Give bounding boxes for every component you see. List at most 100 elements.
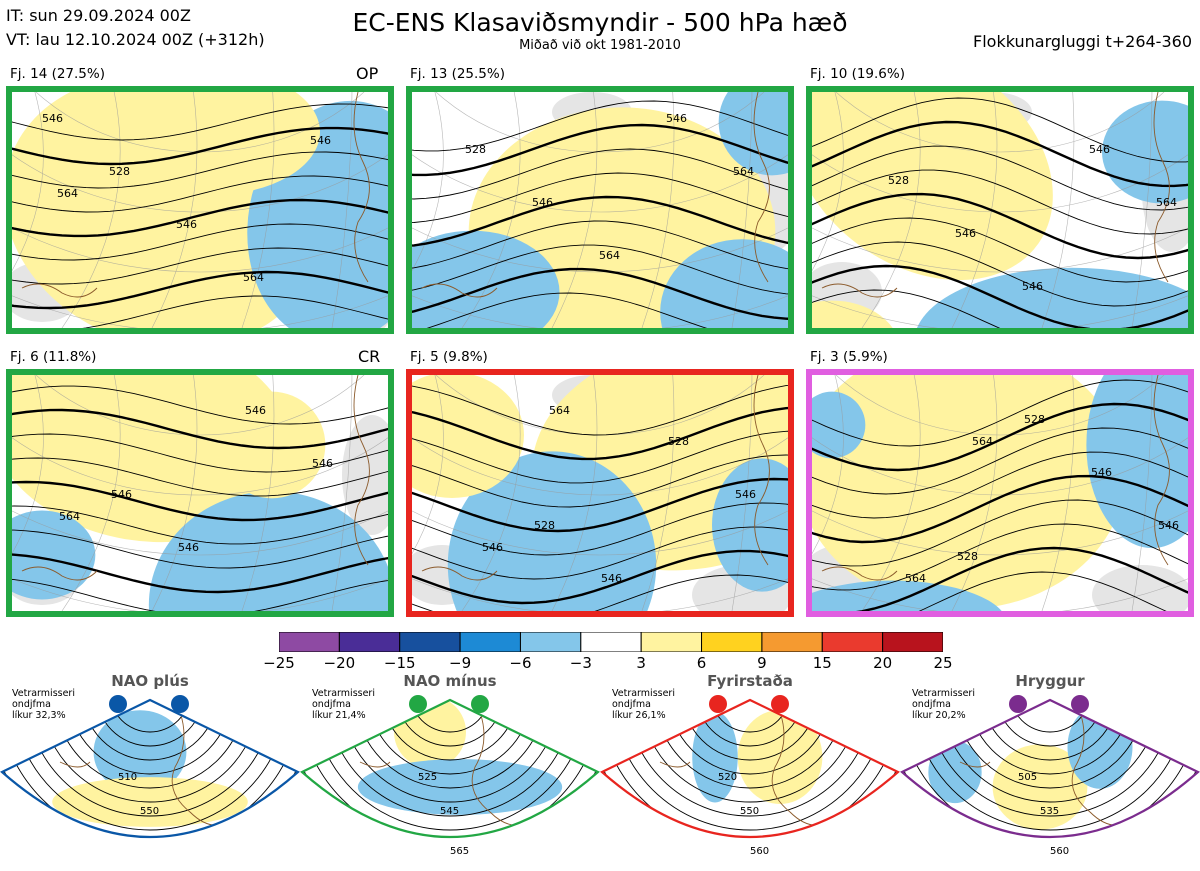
panel-label: Fj. 10 (19.6%)	[810, 66, 905, 82]
panel-label: Fj. 6 (11.8%)	[10, 349, 97, 365]
regime-contour-label: 520	[718, 772, 737, 783]
regime-marker	[171, 695, 189, 713]
contour-label: 528	[465, 143, 486, 156]
regime-title: Fyrirstaða	[707, 672, 793, 690]
colorbar-segment	[338, 632, 401, 652]
colorbar-segment	[640, 632, 703, 652]
contour-label: 528	[1024, 413, 1045, 426]
colorbar-tick: 20	[873, 654, 893, 672]
regime-contour-label: 550	[740, 806, 759, 817]
contour-label: 564	[549, 404, 570, 417]
cluster-map: 528 528 546 546 564 564	[806, 369, 1194, 617]
contour-label: 564	[599, 249, 620, 262]
contour-label: 546	[111, 488, 132, 501]
cluster-map: 528 546 546 546 564	[806, 86, 1194, 334]
panel-label: Fj. 3 (5.9%)	[810, 349, 888, 365]
cluster-map: 546 528 546 564 546 564	[6, 86, 394, 334]
contour-label: 546	[1089, 143, 1110, 156]
regime-contour-label: 560	[750, 846, 769, 857]
chart-subtitle: Miðað við okt 1981-2010	[519, 38, 681, 53]
contour-label: 528	[668, 435, 689, 448]
contour-label: 546	[666, 112, 687, 125]
contour-label: 546	[955, 227, 976, 240]
regime-contour-label: 550	[140, 806, 159, 817]
contour-label: 564	[905, 572, 926, 585]
regime-title: Hryggur	[1015, 672, 1085, 690]
regime-contour-label: 535	[1040, 806, 1059, 817]
contour-label: 546	[1158, 519, 1179, 532]
colorbar-segment	[459, 632, 521, 652]
contour-label: 564	[733, 165, 754, 178]
contour-label: 546	[178, 541, 199, 554]
regime-marker	[409, 695, 427, 713]
colorbar-segment	[519, 632, 582, 652]
classification-window: Flokkunargluggi t+264-360	[973, 32, 1192, 51]
regime-map: 510 550 NAO plús Vetrarmisseri ondjfma líkur …	[0, 672, 300, 871]
colorbar-segment	[580, 632, 642, 652]
initial-time: IT: sun 29.09.2024 00Z	[6, 6, 191, 25]
regime-marker	[109, 695, 127, 713]
contour-label: 528	[534, 519, 555, 532]
regime-marker	[1071, 695, 1089, 713]
contour-label: 546	[312, 457, 333, 470]
regime-note: Vetrarmisseri ondjfma líkur 20,2%	[912, 688, 975, 721]
colorbar-segment	[821, 632, 884, 652]
colorbar-tick: 3	[636, 654, 646, 672]
contour-label: 546	[735, 488, 756, 501]
chart-title: EC-ENS Klasaviðsmyndir - 500 hPa hæð	[352, 8, 848, 37]
colorbar-segment	[761, 632, 823, 652]
contour-label: 564	[243, 271, 264, 284]
contour-label: 546	[482, 541, 503, 554]
regime-marker	[1009, 695, 1027, 713]
contour-label: 564	[59, 510, 80, 523]
regime-map: 525 545 565 NAO mínus Vetrarmisseri ondjfma lí…	[300, 672, 600, 871]
colorbar-tick: 15	[812, 654, 832, 672]
contour-label: 546	[601, 572, 622, 585]
colorbar-tick: −6	[509, 654, 532, 672]
contour-label: 546	[1091, 466, 1112, 479]
regime-title: NAO mínus	[403, 672, 497, 690]
colorbar-segment	[701, 632, 763, 652]
colorbar-segment	[882, 632, 943, 652]
regime-contour-label: 505	[1018, 772, 1037, 783]
regime-contour-label: 565	[450, 846, 469, 857]
panel-label: Fj. 14 (27.5%)	[10, 66, 105, 82]
colorbar-tick: −3	[569, 654, 592, 672]
contour-label: 546	[310, 134, 331, 147]
regime-note: Vetrarmisseri ondjfma líkur 21,4%	[312, 688, 375, 721]
regime-contour-label: 545	[440, 806, 459, 817]
panel-label: Fj. 5 (9.8%)	[410, 349, 488, 365]
colorbar-segment	[279, 632, 340, 652]
cluster-map: 528 546 564 546 564	[406, 86, 794, 334]
contour-label: 546	[245, 404, 266, 417]
regime-note: Vetrarmisseri ondjfma líkur 32,3%	[12, 688, 75, 721]
cluster-map: 528 546 528 546 546 564	[406, 369, 794, 617]
panel-tag: OP	[356, 64, 379, 83]
regime-marker	[471, 695, 489, 713]
contour-label: 546	[176, 218, 197, 231]
regime-title: NAO plús	[111, 672, 189, 690]
contour-label: 564	[1156, 196, 1177, 209]
colorbar-tick: 25	[933, 654, 953, 672]
regime-marker	[771, 695, 789, 713]
contour-label: 528	[109, 165, 130, 178]
regime-contour-label: 560	[1050, 846, 1069, 857]
contour-label: 546	[1022, 280, 1043, 293]
contour-label: 564	[972, 435, 993, 448]
regime-map: 505 535 560 Hryggur Vetrarmisseri ondjfma líku…	[900, 672, 1200, 871]
regime-map: 520 550 560 Fyrirstaða Vetrarmisseri ondjfma l…	[600, 672, 900, 871]
colorbar-tick: −15	[383, 654, 416, 672]
contour-label: 546	[532, 196, 553, 209]
contour-label: 546	[42, 112, 63, 125]
colorbar	[279, 632, 943, 652]
colorbar-segment	[399, 632, 461, 652]
contour-label: 564	[57, 187, 78, 200]
contour-label: 528	[888, 174, 909, 187]
colorbar-tick: −20	[323, 654, 356, 672]
panel-label: Fj. 13 (25.5%)	[410, 66, 505, 82]
valid-time: VT: lau 12.10.2024 00Z (+312h)	[6, 30, 265, 49]
regime-contour-label: 525	[418, 772, 437, 783]
regime-marker	[709, 695, 727, 713]
colorbar-tick: 9	[757, 654, 767, 672]
regime-note: Vetrarmisseri ondjfma líkur 26,1%	[612, 688, 675, 721]
